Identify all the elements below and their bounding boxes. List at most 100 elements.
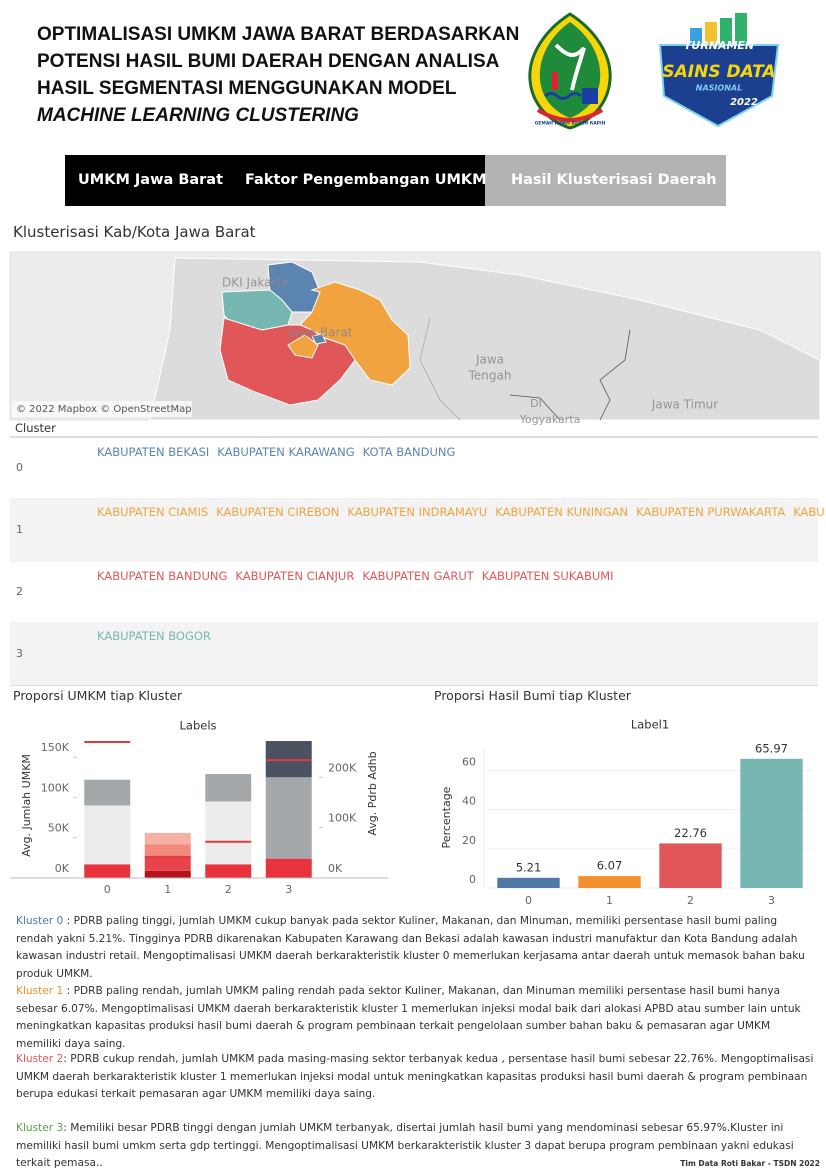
y2-tick-label: 200K (328, 761, 357, 774)
table-row: 0 KABUPATEN BEKASI KABUPATEN KARAWANG KOTA … (10, 438, 818, 498)
y-tick-label: 20 (462, 834, 476, 847)
y-tick-label: 50K (48, 822, 70, 835)
member: KABUPATEN SUBANG (793, 505, 826, 519)
member: KABUPATEN CIREBON (216, 505, 340, 519)
description-label: Kluster 1 (16, 985, 64, 997)
x-tick-label: 2 (225, 883, 232, 896)
y-tick-label: 60 (462, 756, 476, 769)
bar-segment (205, 774, 252, 802)
description-label: Kluster 0 (16, 915, 64, 927)
logo-text: 2022 (730, 97, 758, 108)
bar-segment (84, 805, 131, 865)
value-label: 6.07 (597, 859, 623, 873)
cluster-id: 2 (16, 585, 23, 598)
title-line: POTENSI HASIL BUMI DAERAH DENGAN ANALISA (37, 51, 500, 72)
bar-segment (205, 801, 252, 865)
value-label: 65.97 (755, 741, 788, 755)
y2-tick-label: 100K (328, 812, 357, 825)
y-tick-label: 0 (469, 873, 476, 886)
member: KOTA BANDUNG (362, 445, 456, 459)
cluster-id: 3 (16, 646, 23, 660)
member: KABUPATEN GARUT (362, 569, 474, 583)
bar (659, 843, 722, 888)
description-label: Kluster 2 (16, 1053, 64, 1065)
table-row: 1 KABUPATEN CIAMIS KABUPATEN CIREBON KABUPA… (10, 498, 826, 562)
bar-segment (265, 858, 312, 878)
map-label: Yogyakarta (519, 413, 581, 426)
map-label: DKI Jakarta (222, 276, 288, 290)
members: KABUPATEN BANDUNG KABUPATEN CIANJUR KABUPA… (97, 567, 812, 585)
description: Kluster 2: PDRB cukup rendah, jumlah UMK… (16, 1051, 816, 1104)
title-line: OPTIMALISASI UMKM JAWA BARAT BERDASARKAN (37, 24, 520, 45)
x-tick-label: 1 (606, 894, 613, 907)
map-label: Jawa Timur (651, 398, 718, 412)
bar (578, 876, 641, 888)
footer: Tim Data Roti Bakar - TSDN 2022 (680, 1159, 820, 1168)
table-row: 2 KABUPATEN BANDUNG KABUPATEN CIANJUR KABUP… (10, 562, 818, 622)
member: KABUPATEN BOGOR (97, 629, 211, 643)
y-tick-label: 150K (41, 741, 70, 754)
map-label: Jawa (475, 353, 504, 367)
map-label: Jawa Barat (287, 326, 353, 340)
map-attribution: © 2022 Mapbox © OpenStreetMap (16, 404, 192, 415)
bar-segment (84, 864, 131, 878)
description-text: : Memiliki besar PDRB tinggi dengan juml… (16, 1122, 794, 1169)
bar-segment (265, 777, 312, 859)
description-label: Kluster 3 (16, 1122, 64, 1134)
map (9, 251, 821, 421)
map-title: Klusterisasi Kab/Kota Jawa Barat (13, 223, 256, 241)
title-line: MACHINE LEARNING CLUSTERING (37, 105, 359, 126)
title-line: HASIL SEGMENTASI MENGGUNAKAN MODEL (37, 78, 457, 99)
chart-title: Proporsi Hasil Bumi tiap Kluster (434, 688, 631, 703)
value-label: 5.21 (516, 860, 542, 874)
tab-active-bg (485, 155, 726, 206)
bar-segment (144, 856, 191, 871)
logo (658, 13, 780, 128)
tab[interactable]: Faktor Pengembangan UMKM (245, 172, 487, 188)
x-tick-label: 3 (768, 894, 775, 907)
bar-segment (205, 864, 252, 878)
tab[interactable]: Hasil Klusterisasi Daerah (511, 172, 717, 188)
bar-segment (265, 741, 312, 778)
members: KABUPATEN BOGOR (97, 627, 812, 645)
value-label: 22.76 (674, 826, 707, 840)
y-tick-label: 40 (462, 795, 476, 808)
member: KABUPATEN SUKABUMI (481, 569, 614, 583)
map-label: DI (530, 397, 542, 410)
attribution-bg (12, 401, 192, 417)
y-tick-label: 100K (41, 781, 70, 794)
chart-subtitle: Labels (179, 719, 216, 733)
description: Kluster 1 : PDRB paling rendah, jumlah U… (16, 983, 816, 1053)
member: KABUPATEN CIANJUR (235, 569, 355, 583)
bar-segment (144, 870, 191, 878)
x-tick-label: 0 (525, 894, 532, 907)
description-text: : PDRB paling tinggi, jumlah UMKM cukup … (16, 915, 805, 980)
tab[interactable]: UMKM Jawa Barat (78, 172, 224, 188)
chart-title: Proporsi UMKM tiap Kluster (13, 688, 183, 703)
emblem-motto: GEMAH RIPAH REPEH RAPIH (535, 121, 606, 127)
y2-axis-label: Avg. Pdrb Adhb (366, 751, 379, 835)
table-row: 3 KABUPATEN BOGOR (10, 622, 818, 685)
member: KABUPATEN CIAMIS (97, 505, 209, 519)
bar-segment (84, 779, 131, 806)
x-tick-label: 1 (164, 883, 171, 896)
bar-segment (144, 832, 191, 845)
logo-text: SAINS DATA (662, 62, 775, 82)
description-text: : PDRB cukup rendah, jumlah UMKM pada ma… (16, 1053, 814, 1100)
chart-subtitle: Label1 (631, 718, 669, 732)
logo-text: TURNAMEN (684, 39, 754, 52)
table-header: Cluster (15, 421, 56, 435)
x-tick-label: 2 (687, 894, 694, 907)
members: KABUPATEN BEKASI KABUPATEN KARAWANG KOTA B… (97, 443, 812, 461)
map-label: Tengah (468, 369, 512, 383)
member: KABUPATEN INDRAMAYU (347, 505, 488, 519)
bar (497, 877, 560, 888)
emblem (528, 12, 612, 130)
x-tick-label: 0 (104, 883, 111, 896)
y-tick-label: 0K (55, 862, 70, 875)
description-text: : PDRB paling rendah, jumlah UMKM paling… (16, 985, 801, 1050)
cluster-id: 1 (16, 523, 23, 536)
y-axis-label: Percentage (440, 786, 453, 848)
description: Kluster 3: Memiliki besar PDRB tinggi de… (16, 1120, 816, 1173)
